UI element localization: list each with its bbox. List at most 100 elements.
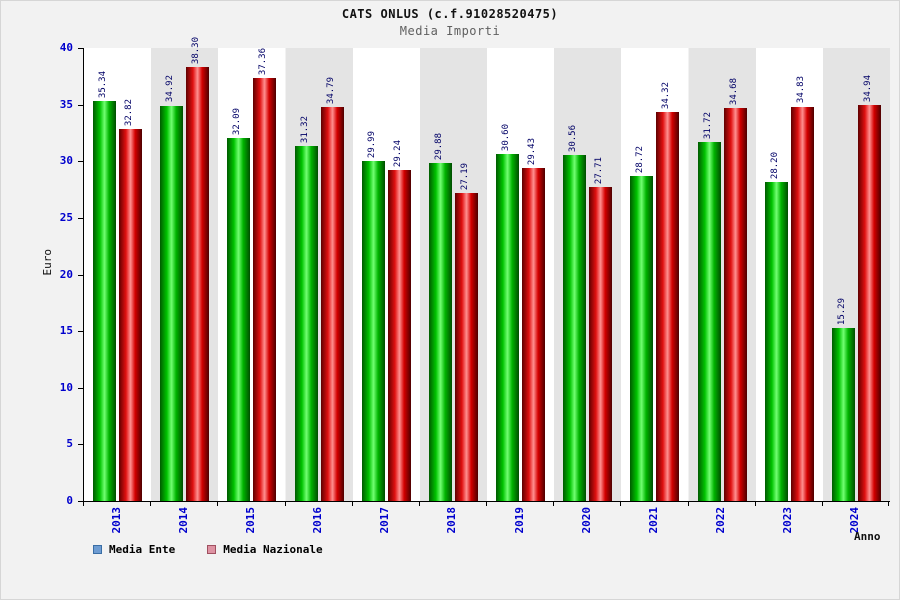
- legend-label: Media Ente: [109, 543, 176, 556]
- y-tick-mark: [78, 104, 83, 106]
- x-tick-mark: [486, 502, 487, 506]
- bar-value-label: 34.32: [661, 82, 672, 110]
- x-tick-label: 2018: [445, 507, 459, 534]
- bar-nazionale: [119, 129, 143, 501]
- y-tick-mark: [78, 217, 83, 219]
- x-tick-mark: [553, 502, 555, 506]
- bar-nazionale: [522, 167, 546, 501]
- bar-value-label: 38.30: [191, 37, 202, 65]
- bar-ente: [361, 161, 385, 501]
- bar-value-label: 32.82: [124, 99, 135, 127]
- legend-swatch: [207, 545, 217, 554]
- bar-value-label: 30.60: [501, 124, 512, 152]
- bar-ente: [227, 137, 251, 501]
- y-tick-label: 35: [59, 97, 73, 111]
- bar-value-label: 30.56: [568, 124, 579, 152]
- y-tick-label: 20: [59, 267, 73, 281]
- x-tick-mark: [821, 502, 823, 506]
- x-tick-mark: [687, 502, 689, 506]
- y-tick-mark: [78, 48, 83, 49]
- x-axis: 2013 2014 2015 2016 2017 2018 2019 2020 2021 2022…: [83, 502, 889, 550]
- bar-value-label: 27.71: [594, 157, 605, 185]
- x-tick-label: 2019: [512, 507, 526, 534]
- bar-value-label: 34.94: [862, 75, 873, 103]
- x-tick-label: 2022: [714, 507, 728, 534]
- y-tick-mark: [78, 387, 83, 389]
- x-tick-label: 2014: [176, 507, 190, 534]
- legend-label: Media Nazionale: [223, 543, 323, 556]
- bar-value-label: 29.99: [366, 131, 377, 159]
- bar-value-label: 27.19: [459, 162, 470, 191]
- legend-swatch: [93, 545, 102, 554]
- bar-value-label: 32.09: [232, 107, 243, 135]
- bar-ente: [831, 327, 855, 501]
- bar-value-label: 29.88: [433, 132, 444, 160]
- y-tick-label: 40: [59, 41, 73, 54]
- bar-ente: [764, 181, 788, 501]
- bar-value-label: 34.68: [728, 78, 739, 106]
- x-tick-label: 2021: [646, 507, 660, 534]
- bar-ente: [294, 146, 318, 501]
- bar-value-label: 35.34: [98, 70, 109, 98]
- bar-nazionale: [589, 187, 613, 501]
- x-tick-mark: [418, 502, 420, 506]
- y-tick-mark: [78, 331, 83, 333]
- y-tick-label: 5: [66, 437, 73, 451]
- y-tick-label: 25: [59, 210, 73, 224]
- x-tick-label: 2023: [781, 507, 795, 534]
- bar-value-label: 28.72: [635, 145, 646, 173]
- bar-nazionale: [186, 67, 210, 501]
- x-tick-mark: [351, 502, 353, 506]
- bar-ente: [428, 162, 452, 501]
- bar-value-label: 34.92: [165, 75, 176, 103]
- y-tick-label: 10: [59, 380, 73, 394]
- chart-subtitle: Media Importi: [399, 24, 501, 38]
- y-tick-label: 30: [59, 154, 73, 168]
- x-tick-mark: [83, 502, 84, 506]
- bar-value-label: 29.24: [392, 139, 403, 167]
- x-axis-title: Anno: [854, 530, 881, 543]
- x-tick-mark: [217, 502, 219, 506]
- bar-ente: [563, 154, 587, 501]
- bar-nazionale: [387, 169, 411, 501]
- bar-value-label: 31.72: [702, 111, 713, 139]
- bar-ente: [160, 105, 184, 501]
- bar-value-label: 15.29: [836, 297, 847, 325]
- bar-ente: [697, 141, 721, 501]
- y-tick-mark: [78, 274, 83, 276]
- y-tick-label: 0: [66, 494, 73, 507]
- bar-ente: [93, 100, 117, 501]
- bar-nazionale: [253, 77, 277, 501]
- x-tick-label: 2017: [378, 507, 392, 534]
- x-tick-label: 2015: [243, 507, 257, 534]
- bar-value-label: 28.20: [769, 151, 780, 179]
- bar-value-label: 37.36: [258, 47, 269, 75]
- x-tick-mark: [754, 502, 756, 506]
- x-tick-mark: [888, 502, 889, 506]
- plot-area: 35.34 32.82 34.92 38.30 32.09 37.36 31.32 34.79…: [83, 37, 890, 502]
- y-tick-mark: [78, 161, 83, 163]
- legend-item: Media Ente: [93, 543, 175, 556]
- bar-value-label: 34.79: [325, 76, 336, 105]
- legend: Media Ente Media Nazionale: [93, 543, 355, 556]
- x-tick-label: 2020: [579, 507, 593, 534]
- chart-title: CATS ONLUS (c.f.91028520475): [341, 7, 559, 21]
- y-tick-label: 15: [59, 324, 73, 338]
- bar-value-label: 34.83: [795, 76, 806, 104]
- y-tick-mark: [78, 501, 83, 502]
- x-tick-mark: [284, 502, 286, 506]
- bar-value-label: 29.43: [527, 137, 538, 165]
- bar-value-label: 31.32: [299, 116, 310, 144]
- x-tick-label: 2013: [109, 507, 123, 534]
- bar-ente: [630, 175, 654, 501]
- bar-nazionale: [454, 193, 478, 501]
- bar-nazionale: [723, 108, 747, 501]
- legend-item: Media Nazionale: [207, 543, 323, 556]
- x-tick-mark: [150, 502, 152, 506]
- x-tick-label: 2016: [311, 507, 325, 534]
- bar-nazionale: [790, 106, 814, 501]
- y-tick-mark: [78, 444, 83, 446]
- bar-nazionale: [320, 107, 344, 501]
- bar-ente: [496, 154, 520, 501]
